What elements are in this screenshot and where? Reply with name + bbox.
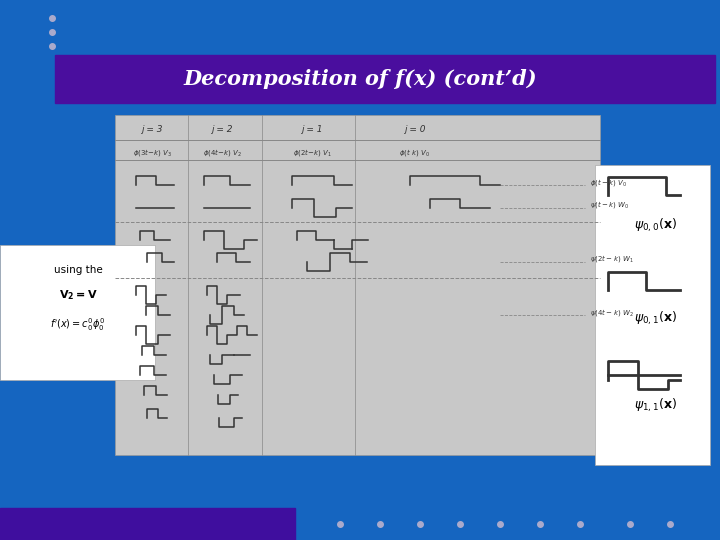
Bar: [0, 245, 155, 380]
Text: $\psi_{0,0}(\mathbf{x})$: $\psi_{0,0}(\mathbf{x})$: [634, 217, 677, 234]
Text: $\psi_{0,1}(\mathbf{x})$: $\psi_{0,1}(\mathbf{x})$: [634, 309, 677, 327]
Bar: [55, 55, 715, 103]
Text: $\psi(4t-k)\ W_2$: $\psi(4t-k)\ W_2$: [590, 307, 634, 318]
Text: j = 0: j = 0: [404, 125, 426, 134]
Text: $\phi(t-k)\ V_0$: $\phi(t-k)\ V_0$: [590, 177, 627, 187]
Text: $\phi(2t{-}k)\ V_1$: $\phi(2t{-}k)\ V_1$: [292, 146, 331, 158]
Bar: [595, 165, 710, 465]
Text: $\psi(t-k)\ W_0$: $\psi(t-k)\ W_0$: [590, 199, 629, 211]
Text: $f'(x) = c^0_0\phi^0_0$: $f'(x) = c^0_0\phi^0_0$: [50, 316, 106, 333]
Text: j = 1: j = 1: [301, 125, 323, 134]
Bar: [0, 508, 295, 540]
Text: j = 2: j = 2: [211, 125, 233, 134]
Text: $\psi(2t-k)\ W_1$: $\psi(2t-k)\ W_1$: [590, 253, 634, 265]
Text: using the: using the: [53, 265, 102, 275]
Bar: [115, 115, 600, 455]
Text: j = 3: j = 3: [141, 125, 163, 134]
Text: $\mathbf{V_2=V}$: $\mathbf{V_2=V}$: [58, 288, 97, 302]
Text: $\phi(t\ k)\ V_0$: $\phi(t\ k)\ V_0$: [400, 146, 431, 158]
Text: $\phi(3t{-}k)\ V_3$: $\phi(3t{-}k)\ V_3$: [132, 146, 171, 158]
Text: $\psi_{1,1}(\mathbf{x})$: $\psi_{1,1}(\mathbf{x})$: [634, 396, 677, 414]
Text: Decomposition of f(x) (cont’d): Decomposition of f(x) (cont’d): [183, 69, 537, 89]
Text: $\phi(4t{-}k)\ V_2$: $\phi(4t{-}k)\ V_2$: [202, 146, 241, 158]
